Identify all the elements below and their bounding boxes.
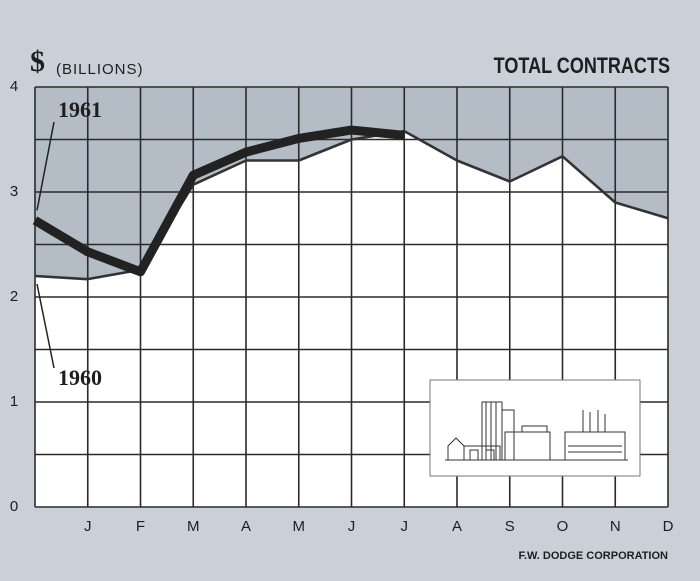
y-tick-label: 0 (10, 498, 18, 515)
x-tick-label: D (663, 518, 674, 535)
inset-illustration (430, 380, 640, 476)
y-tick-label: 3 (10, 183, 18, 200)
x-tick-label: M (187, 518, 200, 535)
y-tick-label: 2 (10, 288, 18, 305)
x-tick-label: J (348, 518, 356, 535)
legend-label: 1961 (58, 97, 102, 122)
x-tick-label: F (136, 518, 145, 535)
x-tick-label: S (505, 518, 515, 535)
x-tick-label: A (241, 518, 251, 535)
x-tick-label: N (610, 518, 621, 535)
legend-label: 1960 (58, 365, 102, 390)
chart-title: TOTAL CONTRACTS (494, 54, 670, 78)
x-tick-label: M (293, 518, 306, 535)
x-tick-label: O (557, 518, 569, 535)
x-tick-label: A (452, 518, 462, 535)
x-tick-label: J (401, 518, 409, 535)
y-tick-label: 4 (10, 78, 18, 95)
y-unit: (BILLIONS) (56, 61, 144, 78)
source: F.W. DODGE CORPORATION (518, 550, 668, 562)
y-tick-label: 1 (10, 393, 18, 410)
chart: $ (BILLIONS) TOTAL CONTRACTS F.W. DODGE … (0, 0, 700, 581)
y-symbol: $ (30, 45, 45, 78)
x-tick-label: J (84, 518, 92, 535)
